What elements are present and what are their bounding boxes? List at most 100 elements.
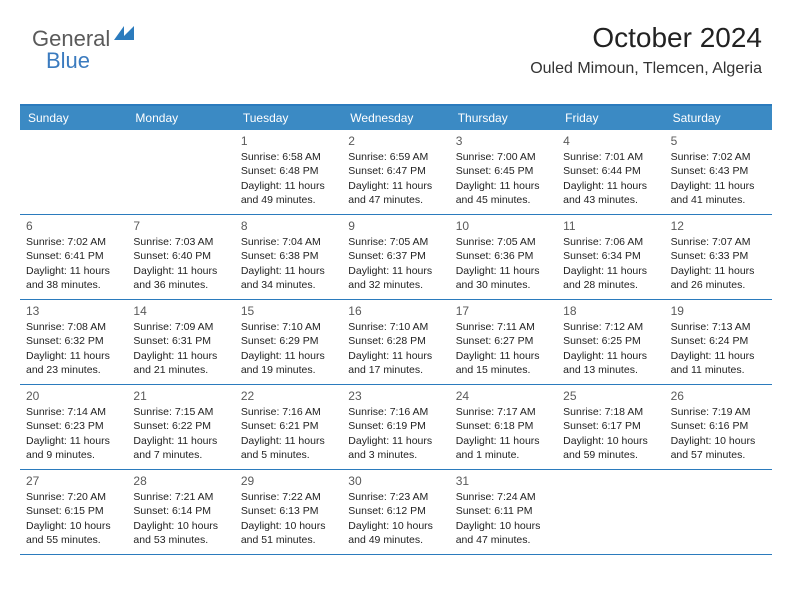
calendar-week: 20Sunrise: 7:14 AMSunset: 6:23 PM Dayligh… (20, 385, 772, 470)
sunrise-text: Sunrise: 7:10 AM (241, 320, 336, 334)
day-number: 3 (456, 133, 551, 149)
day-number: 29 (241, 473, 336, 489)
daylight-text: Daylight: 11 hours and 49 minutes. (241, 179, 336, 207)
daylight-text: Daylight: 10 hours and 49 minutes. (348, 519, 443, 547)
sunset-text: Sunset: 6:18 PM (456, 419, 551, 433)
calendar-day: 13Sunrise: 7:08 AMSunset: 6:32 PMDayligh… (20, 300, 127, 384)
sunset-text: Sunset: 6:28 PM (348, 334, 443, 348)
calendar-day: 11Sunrise: 7:06 AMSunset: 6:34 PMDayligh… (557, 215, 664, 299)
sunset-text: Sunset: 6:11 PM (456, 504, 551, 518)
day-number: 19 (671, 303, 766, 319)
sunset-text: Sunset: 6:29 PM (241, 334, 336, 348)
logo-mark-icon (114, 20, 134, 46)
day-number: 10 (456, 218, 551, 234)
day-number: 25 (563, 388, 658, 404)
day-header-row: SundayMondayTuesdayWednesdayThursdayFrid… (20, 106, 772, 130)
sunset-text: Sunset: 6:31 PM (133, 334, 228, 348)
sunrise-text: Sunrise: 7:19 AM (671, 405, 766, 419)
sunrise-text: Sunrise: 7:10 AM (348, 320, 443, 334)
sunrise-text: Sunrise: 7:18 AM (563, 405, 658, 419)
sunrise-text: Sunrise: 7:12 AM (563, 320, 658, 334)
day-header: Monday (127, 106, 234, 130)
calendar-day: 10Sunrise: 7:05 AMSunset: 6:36 PMDayligh… (450, 215, 557, 299)
calendar-day-empty (20, 130, 127, 214)
daylight-text: Daylight: 11 hours and 45 minutes. (456, 179, 551, 207)
day-header: Tuesday (235, 106, 342, 130)
daylight-text: Daylight: 11 hours and 19 minutes. (241, 349, 336, 377)
daylight-text: Daylight: 11 hours and 21 minutes. (133, 349, 228, 377)
day-number: 28 (133, 473, 228, 489)
calendar-day-empty (557, 470, 664, 554)
daylight-text: Daylight: 11 hours and 13 minutes. (563, 349, 658, 377)
page-header: October 2024 Ouled Mimoun, Tlemcen, Alge… (530, 22, 762, 82)
calendar-day: 22Sunrise: 7:16 AMSunset: 6:21 PMDayligh… (235, 385, 342, 469)
daylight-text: Daylight: 10 hours and 51 minutes. (241, 519, 336, 547)
daylight-text: Daylight: 11 hours and 36 minutes. (133, 264, 228, 292)
day-number: 31 (456, 473, 551, 489)
sunset-text: Sunset: 6:17 PM (563, 419, 658, 433)
day-number: 5 (671, 133, 766, 149)
sunset-text: Sunset: 6:45 PM (456, 164, 551, 178)
calendar-day: 1Sunrise: 6:58 AMSunset: 6:48 PMDaylight… (235, 130, 342, 214)
sunset-text: Sunset: 6:33 PM (671, 249, 766, 263)
calendar-day: 25Sunrise: 7:18 AMSunset: 6:17 PMDayligh… (557, 385, 664, 469)
sunset-text: Sunset: 6:19 PM (348, 419, 443, 433)
calendar-day: 26Sunrise: 7:19 AMSunset: 6:16 PMDayligh… (665, 385, 772, 469)
sunrise-text: Sunrise: 7:24 AM (456, 490, 551, 504)
daylight-text: Daylight: 11 hours and 30 minutes. (456, 264, 551, 292)
calendar-day: 21Sunrise: 7:15 AMSunset: 6:22 PMDayligh… (127, 385, 234, 469)
calendar-day: 5Sunrise: 7:02 AMSunset: 6:43 PMDaylight… (665, 130, 772, 214)
sunrise-text: Sunrise: 7:00 AM (456, 150, 551, 164)
calendar-week: 27Sunrise: 7:20 AMSunset: 6:15 PMDayligh… (20, 470, 772, 555)
sunset-text: Sunset: 6:12 PM (348, 504, 443, 518)
sunrise-text: Sunrise: 7:16 AM (348, 405, 443, 419)
sunset-text: Sunset: 6:44 PM (563, 164, 658, 178)
sunset-text: Sunset: 6:36 PM (456, 249, 551, 263)
day-header: Thursday (450, 106, 557, 130)
sunset-text: Sunset: 6:16 PM (671, 419, 766, 433)
day-number: 17 (456, 303, 551, 319)
calendar-day: 2Sunrise: 6:59 AMSunset: 6:47 PMDaylight… (342, 130, 449, 214)
daylight-text: Daylight: 11 hours and 5 minutes. (241, 434, 336, 462)
calendar-day: 29Sunrise: 7:22 AMSunset: 6:13 PMDayligh… (235, 470, 342, 554)
sunrise-text: Sunrise: 7:20 AM (26, 490, 121, 504)
calendar-week: 13Sunrise: 7:08 AMSunset: 6:32 PMDayligh… (20, 300, 772, 385)
day-number: 2 (348, 133, 443, 149)
daylight-text: Daylight: 10 hours and 53 minutes. (133, 519, 228, 547)
calendar-day: 15Sunrise: 7:10 AMSunset: 6:29 PMDayligh… (235, 300, 342, 384)
day-number: 18 (563, 303, 658, 319)
daylight-text: Daylight: 11 hours and 26 minutes. (671, 264, 766, 292)
sunrise-text: Sunrise: 7:15 AM (133, 405, 228, 419)
calendar-body: 1Sunrise: 6:58 AMSunset: 6:48 PMDaylight… (20, 130, 772, 555)
daylight-text: Daylight: 11 hours and 38 minutes. (26, 264, 121, 292)
daylight-text: Daylight: 11 hours and 28 minutes. (563, 264, 658, 292)
sunset-text: Sunset: 6:47 PM (348, 164, 443, 178)
daylight-text: Daylight: 11 hours and 17 minutes. (348, 349, 443, 377)
calendar-day: 24Sunrise: 7:17 AMSunset: 6:18 PMDayligh… (450, 385, 557, 469)
sunrise-text: Sunrise: 7:07 AM (671, 235, 766, 249)
sunset-text: Sunset: 6:24 PM (671, 334, 766, 348)
sunset-text: Sunset: 6:15 PM (26, 504, 121, 518)
sunrise-text: Sunrise: 7:16 AM (241, 405, 336, 419)
sunset-text: Sunset: 6:38 PM (241, 249, 336, 263)
calendar-day: 20Sunrise: 7:14 AMSunset: 6:23 PMDayligh… (20, 385, 127, 469)
sunrise-text: Sunrise: 7:06 AM (563, 235, 658, 249)
sunrise-text: Sunrise: 7:14 AM (26, 405, 121, 419)
day-number: 20 (26, 388, 121, 404)
sunrise-text: Sunrise: 7:02 AM (671, 150, 766, 164)
calendar-day-empty (127, 130, 234, 214)
daylight-text: Daylight: 10 hours and 59 minutes. (563, 434, 658, 462)
sunset-text: Sunset: 6:23 PM (26, 419, 121, 433)
sunrise-text: Sunrise: 6:59 AM (348, 150, 443, 164)
calendar-day: 19Sunrise: 7:13 AMSunset: 6:24 PMDayligh… (665, 300, 772, 384)
sunset-text: Sunset: 6:40 PM (133, 249, 228, 263)
sunset-text: Sunset: 6:32 PM (26, 334, 121, 348)
sunrise-text: Sunrise: 7:01 AM (563, 150, 658, 164)
calendar-day: 14Sunrise: 7:09 AMSunset: 6:31 PMDayligh… (127, 300, 234, 384)
calendar-week: 1Sunrise: 6:58 AMSunset: 6:48 PMDaylight… (20, 130, 772, 215)
sunset-text: Sunset: 6:27 PM (456, 334, 551, 348)
day-number: 26 (671, 388, 766, 404)
calendar-day-empty (665, 470, 772, 554)
day-number: 14 (133, 303, 228, 319)
daylight-text: Daylight: 11 hours and 15 minutes. (456, 349, 551, 377)
